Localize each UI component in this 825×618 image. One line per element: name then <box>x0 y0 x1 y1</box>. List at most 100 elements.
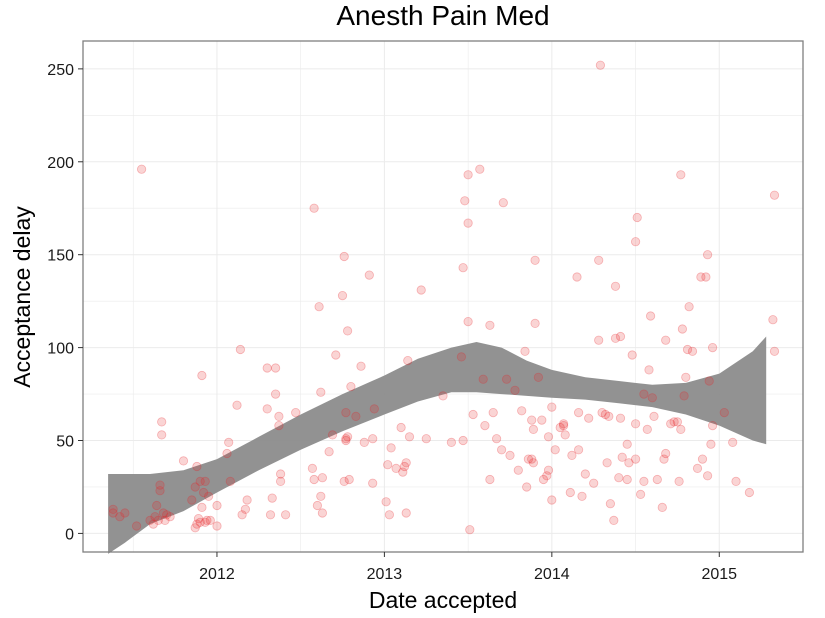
data-point <box>485 474 495 485</box>
data-point <box>314 302 324 312</box>
data-point <box>639 476 649 486</box>
gridlines <box>83 41 803 552</box>
data-point <box>197 370 207 381</box>
data-point <box>270 389 281 399</box>
data-point <box>274 411 284 421</box>
data-point <box>644 365 654 375</box>
x-axis-title: Date accepted <box>369 587 517 613</box>
data-point <box>364 270 374 280</box>
data-point <box>356 361 366 371</box>
data-point <box>155 480 165 490</box>
data-point <box>460 196 470 206</box>
data-point <box>401 508 411 518</box>
data-point <box>635 489 646 499</box>
data-point <box>647 393 657 403</box>
data-point <box>463 170 473 180</box>
data-point <box>150 512 160 522</box>
data-point <box>204 491 214 501</box>
data-point <box>212 521 222 531</box>
data-point <box>661 448 671 459</box>
smooth-confidence-band <box>108 336 767 554</box>
data-point <box>622 439 632 449</box>
data-point <box>197 502 207 512</box>
data-point <box>265 510 276 520</box>
data-point <box>327 430 338 440</box>
data-point <box>528 458 539 468</box>
x-tick-label: 2013 <box>367 566 403 583</box>
data-point <box>677 324 688 334</box>
data-point <box>769 190 780 200</box>
data-point <box>701 272 711 282</box>
data-point <box>404 432 415 442</box>
data-point <box>195 517 205 527</box>
data-point <box>316 491 326 501</box>
data-point <box>178 456 189 466</box>
data-point <box>523 454 534 464</box>
data-point <box>666 419 676 429</box>
y-tick-label: 150 <box>47 248 74 265</box>
data-point <box>235 344 245 355</box>
data-point <box>222 448 232 459</box>
data-point <box>359 437 369 447</box>
data-point <box>368 434 378 444</box>
data-point <box>624 458 634 468</box>
data-point <box>120 508 130 518</box>
data-point <box>344 474 354 485</box>
data-point <box>617 452 627 462</box>
data-point <box>542 471 552 481</box>
data-point <box>681 372 691 382</box>
data-point <box>537 415 547 425</box>
data-point <box>456 352 466 362</box>
data-point <box>108 504 118 514</box>
data-point <box>193 513 204 524</box>
data-point <box>317 508 327 518</box>
data-point <box>692 463 703 473</box>
data-point <box>584 413 594 423</box>
data-point <box>501 374 512 384</box>
data-point <box>573 445 584 455</box>
data-point <box>316 387 326 397</box>
data-point <box>195 476 205 486</box>
data-point <box>704 376 714 386</box>
data-point <box>132 521 142 531</box>
data-point <box>674 476 684 486</box>
data-point <box>558 419 569 429</box>
data-point <box>728 437 738 447</box>
data-point <box>155 486 165 496</box>
data-point <box>162 510 172 520</box>
data-point <box>706 439 716 449</box>
data-point <box>488 407 498 418</box>
data-point <box>480 420 490 431</box>
data-point <box>669 417 679 427</box>
data-point <box>530 318 540 328</box>
data-point <box>262 404 272 414</box>
y-tick-label: 100 <box>47 341 74 358</box>
data-point <box>396 422 406 433</box>
data-point <box>769 346 780 356</box>
data-point <box>192 519 202 529</box>
data-point <box>384 510 394 520</box>
data-point <box>212 500 222 511</box>
data-point <box>684 302 694 312</box>
data-point <box>458 263 468 273</box>
x-tick-label: 2014 <box>534 566 570 583</box>
data-point <box>600 409 611 420</box>
data-point <box>232 400 242 410</box>
data-point <box>572 272 582 282</box>
data-point <box>485 320 495 330</box>
data-point <box>622 474 632 485</box>
data-point <box>458 435 468 446</box>
data-point <box>558 420 569 431</box>
data-point <box>609 515 619 526</box>
data-point <box>108 508 118 518</box>
data-point <box>312 500 322 511</box>
data-point <box>533 372 544 382</box>
chart-title: Anesth Pain Med <box>336 0 549 31</box>
data-point <box>342 326 353 336</box>
data-point <box>383 460 393 470</box>
data-point <box>225 476 235 486</box>
data-point <box>604 411 614 421</box>
data-point <box>527 454 537 464</box>
data-point <box>517 406 527 416</box>
confidence-ribbon <box>108 336 767 554</box>
